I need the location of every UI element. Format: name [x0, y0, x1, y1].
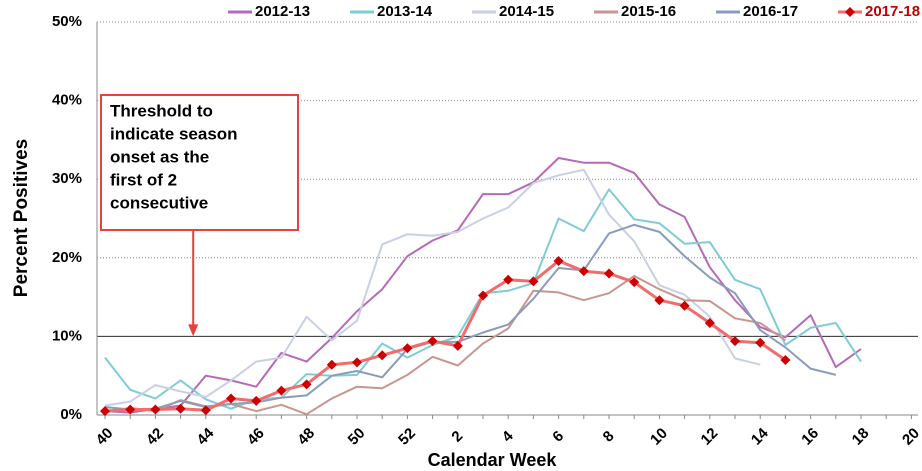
marker	[175, 403, 186, 414]
marker	[730, 336, 740, 347]
x-tick-label: 52	[395, 425, 419, 449]
marker	[276, 385, 287, 396]
y-tick-label: 10%	[52, 327, 82, 344]
marker	[301, 379, 312, 390]
marker	[704, 318, 715, 329]
marker	[150, 404, 161, 415]
annotation-text: consecutive	[110, 193, 208, 212]
marker	[654, 295, 665, 306]
marker	[402, 343, 413, 354]
arrow-head	[188, 324, 199, 337]
x-tick-label: 4	[499, 427, 517, 445]
marker	[553, 255, 564, 266]
y-axis-title: Percent Positives	[11, 139, 32, 297]
marker	[200, 405, 211, 416]
x-tick-label: 6	[549, 428, 567, 446]
marker	[452, 340, 463, 351]
x-tick-label: 48	[294, 425, 318, 449]
marker	[377, 350, 388, 361]
annotation-text: indicate season	[110, 124, 238, 143]
marker	[352, 357, 362, 368]
series-line	[104, 274, 786, 416]
legend-label: 2014-15	[499, 3, 554, 20]
annotation-text: onset as the	[110, 147, 209, 166]
series-line	[104, 259, 787, 413]
series-line	[104, 223, 837, 411]
legend-label: 2013-14	[377, 3, 433, 20]
y-tick-label: 50%	[52, 13, 82, 30]
marker	[125, 404, 136, 415]
x-tick-label: 2	[448, 428, 466, 446]
x-axis-title: Calendar Week	[428, 450, 558, 470]
legend-label: 2017-18	[865, 3, 920, 20]
x-tick-label: 46	[244, 425, 268, 449]
marker	[503, 274, 514, 285]
marker	[679, 300, 690, 311]
y-tick-label: 30%	[52, 170, 82, 187]
annotation-text: Threshold to	[110, 101, 213, 120]
marker	[780, 354, 791, 365]
x-tick-label: 16	[798, 425, 822, 449]
legend-label: 2016-17	[743, 3, 798, 20]
x-tick-label: 18	[849, 425, 873, 449]
marker	[528, 276, 539, 287]
annotation-box	[100, 94, 299, 231]
marker	[629, 277, 640, 288]
legend-label: 2012-13	[255, 3, 310, 20]
x-tick-label: 50	[345, 425, 369, 449]
x-tick-label: 40	[93, 425, 117, 449]
x-tick-label: 42	[143, 425, 167, 449]
y-tick-label: 0%	[60, 406, 82, 423]
marker	[604, 268, 614, 279]
x-tick-label: 12	[698, 425, 722, 449]
x-tick-label: 8	[600, 428, 618, 446]
legend-label: 2015-16	[621, 3, 676, 20]
marker	[326, 359, 337, 370]
marker	[226, 393, 236, 404]
legend-marker	[845, 7, 855, 17]
y-tick-label: 20%	[52, 249, 82, 266]
marker	[100, 406, 110, 417]
x-tick-label: 20	[899, 425, 922, 449]
marker	[578, 266, 589, 277]
marker	[755, 337, 766, 348]
x-tick-label: 10	[647, 425, 671, 449]
annotation-text: first of 2	[110, 170, 177, 189]
marker	[478, 290, 488, 301]
y-tick-label: 40%	[52, 92, 82, 109]
x-tick-label: 44	[194, 424, 218, 448]
x-tick-label: 14	[748, 424, 772, 448]
marker	[251, 395, 262, 406]
series-line	[104, 168, 761, 407]
marker	[427, 336, 438, 347]
